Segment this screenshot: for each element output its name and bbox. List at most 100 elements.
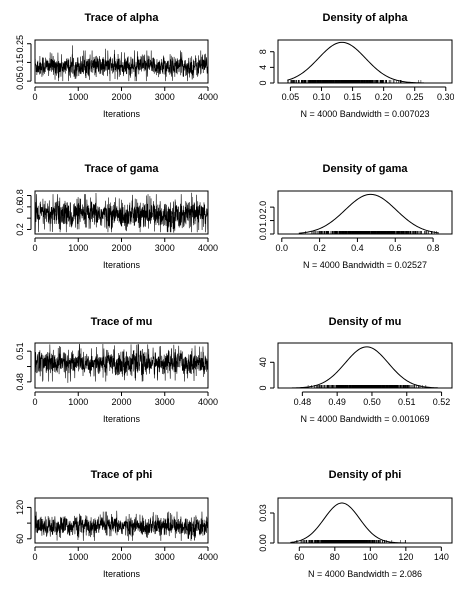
density-panel-mu: Density of mu 0.48 0.49 0.50 0.51 0.52 0 40 N = … [258, 316, 453, 424]
density-curve-phi [290, 502, 433, 544]
y-tick-label: 1.0 [258, 214, 268, 227]
x-axis-label: Iterations [103, 260, 141, 270]
plot-frame [277, 342, 453, 389]
trace-title-mu: Trace of mu [91, 316, 153, 328]
x-tick-label: 2000 [111, 92, 131, 102]
density-curve-alpha [287, 41, 425, 84]
x-tick-label: 0.15 [344, 92, 362, 102]
y-tick-label: 0.03 [258, 504, 268, 522]
x-tick-label: 80 [330, 552, 340, 562]
density-title-gama: Density of gama [323, 163, 409, 175]
y-tick-label: 60 [15, 534, 25, 544]
y-tick-label: 0.00 [258, 534, 268, 552]
y-tick-label: 40 [258, 357, 268, 367]
x-tick-label: 1000 [68, 552, 88, 562]
x-tick-label: 1000 [68, 243, 88, 253]
x-tick-label: 0.52 [433, 397, 451, 407]
trace-line-phi [34, 510, 209, 541]
x-tick-label: 3000 [155, 552, 175, 562]
x-tick-label: 0.48 [294, 397, 312, 407]
rug-marks-phi [296, 540, 406, 543]
x-tick-label: 0.51 [398, 397, 416, 407]
y-tick-label: 0.8 [15, 189, 25, 202]
x-tick-label: 2000 [111, 397, 131, 407]
x-tick-label: 0.4 [351, 243, 364, 253]
x-tick-label: 4000 [198, 92, 218, 102]
trace-title-phi: Trace of phi [91, 469, 153, 481]
y-tick-label: 0.6 [15, 201, 25, 214]
y-tick-label: 0 [258, 385, 268, 390]
x-axis-label: N = 4000 Bandwidth = 0.001069 [300, 414, 429, 424]
trace-title-alpha: Trace of alpha [85, 12, 160, 24]
plot-frame [277, 190, 453, 235]
y-tick-label: 0.48 [15, 373, 25, 391]
y-tick-label: 0.25 [15, 35, 25, 53]
x-tick-label: 0 [32, 397, 37, 407]
x-tick-label: 0 [32, 243, 37, 253]
x-tick-label: 3000 [155, 243, 175, 253]
x-tick-label: 0.2 [313, 243, 326, 253]
y-tick-label: 0.0 [258, 228, 268, 241]
x-tick-label: 0.6 [389, 243, 402, 253]
x-tick-label: 3000 [155, 92, 175, 102]
x-tick-label: 140 [434, 552, 449, 562]
x-tick-label: 100 [363, 552, 378, 562]
y-tick-label: 0.2 [15, 223, 25, 236]
x-tick-label: 4000 [198, 397, 218, 407]
y-tick-label: 8 [258, 49, 268, 54]
y-tick-label: 0.05 [15, 72, 25, 90]
rug-marks-gama [305, 231, 437, 234]
trace-line-mu [34, 343, 209, 383]
x-tick-label: 0.05 [282, 92, 300, 102]
y-tick-label: 0.15 [15, 54, 25, 72]
x-tick-label: 0.49 [328, 397, 346, 407]
density-title-alpha: Density of alpha [323, 12, 409, 24]
x-tick-label: 4000 [198, 552, 218, 562]
x-tick-label: 0.0 [276, 243, 289, 253]
y-tick-label: 120 [15, 500, 25, 515]
x-tick-label: 0.10 [313, 92, 331, 102]
x-tick-label: 0 [32, 552, 37, 562]
x-axis-label: N = 4000 Bandwidth = 0.02527 [303, 260, 427, 270]
x-tick-label: 0.50 [363, 397, 381, 407]
rug-marks-alpha [287, 80, 422, 83]
x-tick-label: 0 [32, 92, 37, 102]
x-axis-label: N = 4000 Bandwidth = 2.086 [308, 569, 422, 579]
density-title-phi: Density of phi [329, 469, 402, 481]
y-tick-label: 0.51 [15, 342, 25, 360]
plot-frame [277, 39, 453, 84]
x-tick-label: 0.30 [437, 92, 454, 102]
x-tick-label: 1000 [68, 397, 88, 407]
x-axis-label: N = 4000 Bandwidth = 0.007023 [300, 109, 429, 119]
x-tick-label: 60 [294, 552, 304, 562]
x-tick-label: 120 [398, 552, 413, 562]
x-tick-label: 2000 [111, 243, 131, 253]
density-curve-mu [291, 346, 439, 389]
x-tick-label: 0.20 [375, 92, 393, 102]
trace-line-alpha [34, 45, 209, 82]
x-axis-label: Iterations [103, 569, 141, 579]
plot-frame [34, 497, 209, 544]
x-tick-label: 1000 [68, 92, 88, 102]
trace-panel-alpha: Trace of alpha 0 1000 2000 3000 4000 0.050.150… [15, 12, 218, 119]
trace-panel-mu: Trace of mu 0 1000 2000 3000 4000 0.48 0.51 Iter… [15, 316, 218, 424]
rug-marks-mu [307, 385, 427, 388]
x-tick-label: 0.25 [406, 92, 424, 102]
density-title-mu: Density of mu [329, 316, 402, 328]
trace-panel-phi: Trace of phi 0 1000 2000 3000 4000 60 120 Iterat… [15, 469, 218, 579]
density-panel-phi: Density of phi 60 80 100 120 140 0.00 0.03 N = 4… [258, 469, 453, 579]
density-panel-alpha: Density of alpha 0.05 0.10 0.15 0.20 0.25 0.30… [258, 12, 454, 119]
y-tick-label: 0 [258, 80, 268, 85]
y-tick-label: 4 [258, 65, 268, 70]
trace-line-gama [34, 192, 209, 233]
x-tick-label: 3000 [155, 397, 175, 407]
x-axis-label: Iterations [103, 414, 141, 424]
y-tick-label: 2.0 [258, 201, 268, 214]
x-tick-label: 0.8 [427, 243, 440, 253]
density-curve-gama [298, 193, 439, 234]
x-tick-label: 2000 [111, 552, 131, 562]
x-axis-label: Iterations [103, 109, 141, 119]
x-tick-label: 4000 [198, 243, 218, 253]
